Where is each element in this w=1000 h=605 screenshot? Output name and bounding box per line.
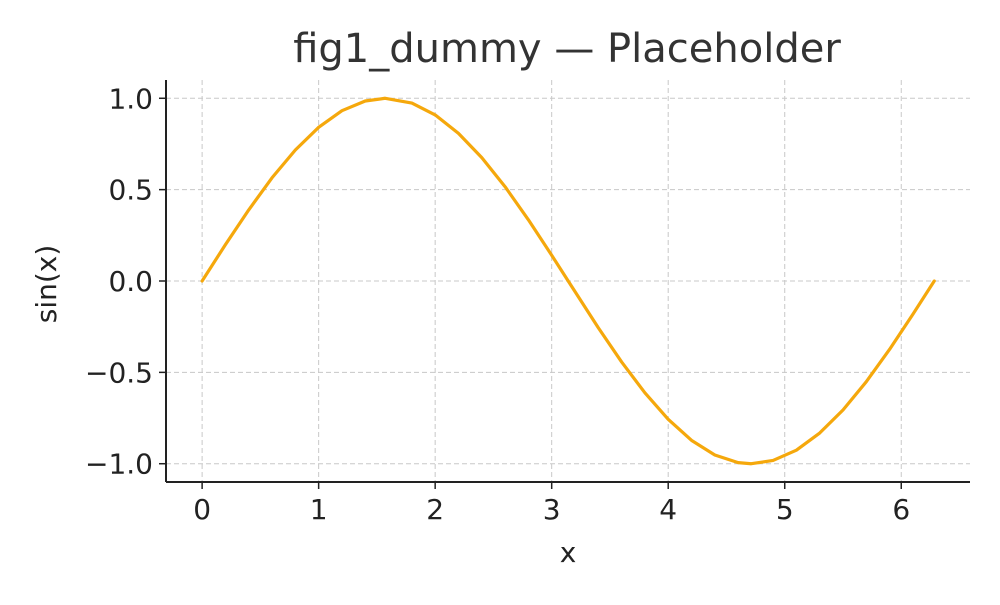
- x-tick-label: 6: [892, 493, 910, 526]
- x-tick-label: 3: [543, 493, 561, 526]
- series-line-sin: [200, 96, 936, 466]
- x-ticks: 0 1 2 3 4 5 6: [193, 482, 910, 526]
- y-tick-label: 0.0: [108, 265, 153, 298]
- x-tick-label: 5: [776, 493, 794, 526]
- x-tick-label: 4: [659, 493, 677, 526]
- y-tick-label: −1.0: [85, 448, 153, 481]
- y-axis-label: sin(x): [30, 245, 63, 324]
- x-tick-label: 0: [193, 493, 211, 526]
- series: [200, 96, 936, 466]
- chart-title: fig1_dummy — Placeholder: [293, 26, 841, 72]
- x-axis-label: x: [560, 536, 577, 569]
- y-tick-label: 0.5: [108, 174, 153, 207]
- y-tick-label: 1.0: [108, 82, 153, 115]
- y-ticks: 1.0 0.5 0.0 −0.5 −1.0: [85, 82, 166, 481]
- x-tick-label: 2: [426, 493, 444, 526]
- x-tick-label: 1: [310, 493, 328, 526]
- y-tick-label: −0.5: [85, 356, 153, 389]
